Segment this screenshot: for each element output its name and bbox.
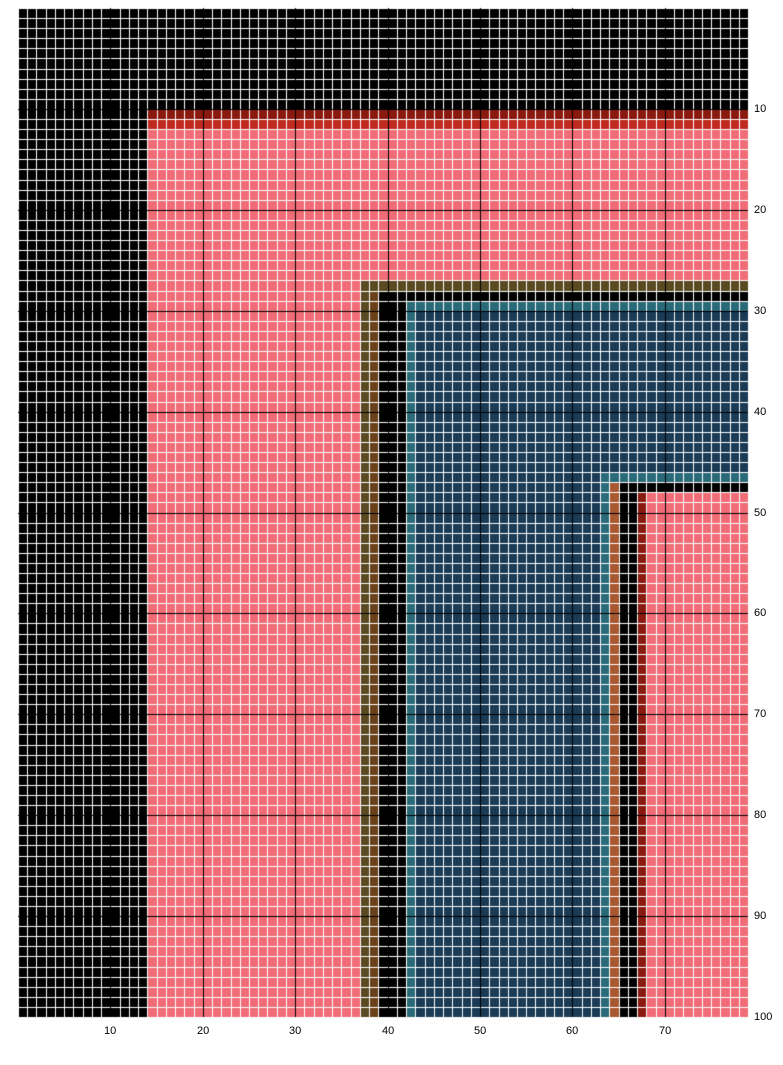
x-tick-label: 20 xyxy=(197,1025,209,1037)
y-tick-label: 10 xyxy=(754,103,766,115)
y-tick-label: 100 xyxy=(754,1011,772,1023)
y-tick-label: 20 xyxy=(754,204,766,216)
y-tick-label: 50 xyxy=(754,507,766,519)
heatmap-chart: 10 20 30 40 50 60 70 80 90 100 10 20 30 40 50 60 70 xyxy=(0,0,783,1065)
y-tick-label: 60 xyxy=(754,607,766,619)
x-tick-label: 50 xyxy=(474,1025,486,1037)
axis-labels: 10 20 30 40 50 60 70 80 90 100 10 20 30 40 50 60 70 xyxy=(0,0,783,1065)
x-tick-label: 60 xyxy=(566,1025,578,1037)
y-tick-label: 40 xyxy=(754,406,766,418)
y-tick-label: 70 xyxy=(754,708,766,720)
x-tick-label: 10 xyxy=(104,1025,116,1037)
x-tick-label: 40 xyxy=(382,1025,394,1037)
y-tick-label: 80 xyxy=(754,809,766,821)
y-tick-label: 30 xyxy=(754,305,766,317)
y-tick-label: 90 xyxy=(754,910,766,922)
x-tick-label: 70 xyxy=(659,1025,671,1037)
x-tick-label: 30 xyxy=(289,1025,301,1037)
